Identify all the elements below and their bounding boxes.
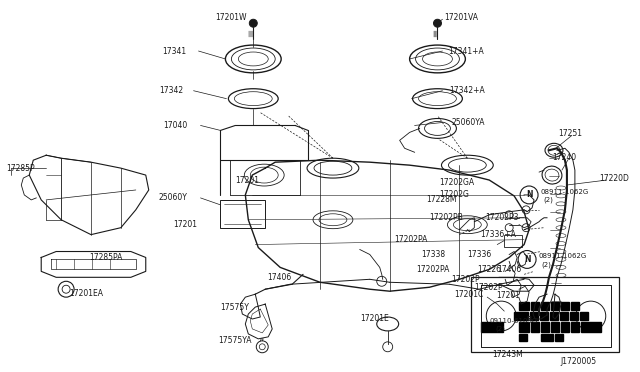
Bar <box>481 322 503 332</box>
Text: 17202P: 17202P <box>474 283 503 292</box>
Bar <box>530 312 538 320</box>
Bar <box>519 322 529 332</box>
Text: 08911-1062G: 08911-1062G <box>538 253 586 259</box>
Bar <box>541 334 553 341</box>
Bar <box>561 302 569 310</box>
Bar <box>561 322 569 332</box>
Bar <box>550 312 558 320</box>
Bar <box>220 200 265 228</box>
Text: 17575YA: 17575YA <box>218 336 252 345</box>
Text: 17201EA: 17201EA <box>69 289 103 298</box>
Text: 17285PA: 17285PA <box>89 253 122 262</box>
Text: (2): (2) <box>495 326 505 332</box>
Bar <box>519 302 529 310</box>
Bar <box>531 322 539 332</box>
Text: 17341+A: 17341+A <box>449 46 484 55</box>
Text: 17251: 17251 <box>558 129 582 138</box>
Text: 17220D: 17220D <box>599 174 628 183</box>
Text: 17575Y: 17575Y <box>220 302 250 312</box>
Text: 17336: 17336 <box>467 250 492 259</box>
Text: 17342: 17342 <box>159 86 183 95</box>
Text: 17341: 17341 <box>163 46 187 55</box>
Bar <box>504 235 522 247</box>
Text: (2): (2) <box>543 197 553 203</box>
Text: 17243M: 17243M <box>492 350 522 359</box>
Bar <box>571 302 579 310</box>
Text: 17202G: 17202G <box>440 190 469 199</box>
Text: 17342+A: 17342+A <box>449 86 485 95</box>
Bar <box>555 334 563 341</box>
Text: 17202PA: 17202PA <box>417 265 450 274</box>
Text: 17406: 17406 <box>268 273 291 282</box>
Text: 17201VA: 17201VA <box>444 13 479 22</box>
Text: 17202P3: 17202P3 <box>485 213 519 222</box>
Text: 17240: 17240 <box>552 153 576 162</box>
Text: 09110-6105G: 09110-6105G <box>489 318 538 324</box>
Circle shape <box>433 19 442 27</box>
Bar <box>571 322 579 332</box>
Text: 25060Y: 25060Y <box>159 193 188 202</box>
Text: 25060YA: 25060YA <box>451 118 485 127</box>
Bar <box>514 312 528 320</box>
Text: J1720005: J1720005 <box>561 357 596 366</box>
Circle shape <box>250 19 257 27</box>
Text: 17040: 17040 <box>164 121 188 130</box>
Text: 17338: 17338 <box>422 250 445 259</box>
Bar <box>519 334 527 341</box>
Bar <box>531 302 539 310</box>
Text: N: N <box>524 255 531 264</box>
Bar <box>581 322 601 332</box>
Bar <box>570 312 578 320</box>
Text: 17285P: 17285P <box>6 164 35 173</box>
Text: 17406: 17406 <box>497 265 522 274</box>
Text: 17226: 17226 <box>477 265 501 274</box>
Text: 17201W: 17201W <box>216 13 247 22</box>
Bar <box>560 312 568 320</box>
Bar <box>551 322 559 332</box>
Text: 17201C: 17201C <box>454 290 484 299</box>
Text: (2): (2) <box>541 261 551 268</box>
Text: 17202P: 17202P <box>451 275 480 284</box>
Bar <box>541 322 549 332</box>
Text: 17202GA: 17202GA <box>440 177 475 186</box>
Bar <box>541 302 549 310</box>
Bar <box>540 312 548 320</box>
Text: N: N <box>526 190 532 199</box>
Text: 08911-1062G: 08911-1062G <box>540 189 588 195</box>
Text: 17201E: 17201E <box>360 314 388 324</box>
Text: 17201: 17201 <box>173 220 198 229</box>
Bar <box>471 277 619 352</box>
Text: 17201: 17201 <box>236 176 259 185</box>
Bar <box>580 312 588 320</box>
Text: 17202PA: 17202PA <box>395 235 428 244</box>
Text: 17202PB: 17202PB <box>429 213 463 222</box>
Text: 17201: 17201 <box>496 291 520 300</box>
Text: 17336+A: 17336+A <box>480 230 516 239</box>
Text: B: B <box>527 316 532 322</box>
Bar <box>551 302 559 310</box>
Text: 17228M: 17228M <box>426 195 457 204</box>
